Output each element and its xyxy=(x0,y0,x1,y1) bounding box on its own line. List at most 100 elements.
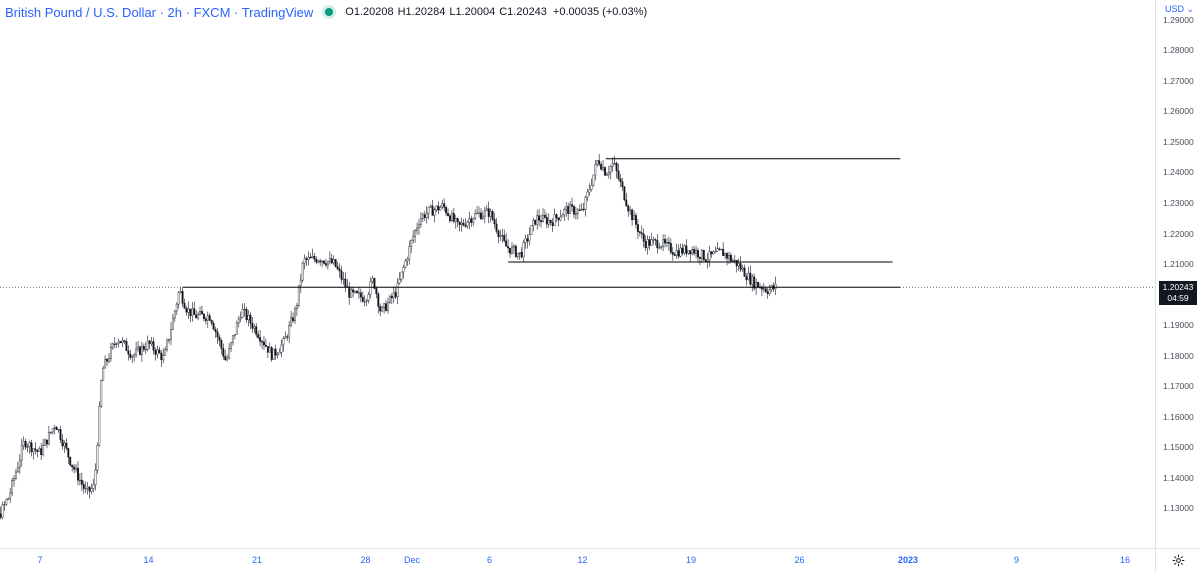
candle-body xyxy=(294,308,296,322)
candle-body xyxy=(439,207,442,211)
price-tick: 1.13000 xyxy=(1163,503,1194,514)
candle-body xyxy=(84,488,87,490)
candle-body xyxy=(613,163,616,165)
candle-body xyxy=(181,291,184,304)
candle-body xyxy=(567,206,570,214)
price-tick: 1.17000 xyxy=(1163,381,1194,392)
candle-body xyxy=(615,163,618,172)
candle-body xyxy=(323,260,325,264)
candle-body xyxy=(462,222,465,226)
candle-body xyxy=(697,250,699,258)
candle-body xyxy=(381,307,384,312)
price-tick: 1.22000 xyxy=(1163,228,1194,239)
symbol-title[interactable]: British Pound / U.S. Dollar · 2h · FXCM … xyxy=(5,4,314,20)
candle-body xyxy=(642,233,645,242)
currency-selector[interactable]: USD ⌄ xyxy=(1165,4,1195,14)
candle-body xyxy=(241,309,244,318)
candle-body xyxy=(693,249,696,254)
candle-body xyxy=(600,164,603,170)
candle-body xyxy=(146,340,149,350)
candle-body xyxy=(704,259,707,262)
candle-body xyxy=(402,267,405,273)
candle-body xyxy=(646,239,649,249)
candle-body xyxy=(487,208,490,217)
candle-body xyxy=(44,439,46,446)
candle-body xyxy=(495,223,498,232)
candle-body xyxy=(667,242,670,244)
candle-body xyxy=(148,340,151,344)
candle-body xyxy=(396,282,399,298)
candle-body xyxy=(20,445,23,461)
candle-body xyxy=(46,439,48,445)
candle-body xyxy=(745,276,748,280)
candle-body xyxy=(299,279,302,286)
candle-body xyxy=(140,346,143,355)
candle-body xyxy=(530,225,533,235)
candle-body xyxy=(542,214,544,223)
candle-body xyxy=(139,346,141,355)
candle-body xyxy=(660,246,663,248)
candle-body xyxy=(555,214,558,218)
bar-countdown: 04:59 xyxy=(1167,293,1189,304)
chart-legend: British Pound / U.S. Dollar · 2h · FXCM … xyxy=(5,3,648,21)
candle-body xyxy=(1,504,4,518)
candle-body xyxy=(13,478,15,481)
candle-body xyxy=(278,351,281,355)
candle-body xyxy=(123,340,126,342)
candle-body xyxy=(71,464,74,468)
candle-body xyxy=(726,253,728,259)
candle-body xyxy=(454,218,457,222)
candle-body xyxy=(491,211,494,220)
candle-body xyxy=(574,213,577,215)
candle-body xyxy=(764,288,767,292)
candlestick-chart[interactable] xyxy=(0,0,1155,548)
candle-body xyxy=(255,326,258,335)
candle-body xyxy=(28,442,31,447)
candle-body xyxy=(357,292,360,294)
candle-body xyxy=(365,300,368,302)
candle-body xyxy=(700,250,703,259)
candle-body xyxy=(664,239,666,244)
candle-body xyxy=(170,329,172,340)
candle-body xyxy=(540,220,542,223)
candle-body xyxy=(276,353,279,356)
price-tick: 1.23000 xyxy=(1163,198,1194,209)
candle-body xyxy=(480,212,482,220)
chart-pane[interactable]: British Pound / U.S. Dollar · 2h · FXCM … xyxy=(0,0,1155,548)
candle-body xyxy=(481,215,484,220)
candle-body xyxy=(549,220,552,223)
candle-body xyxy=(702,250,705,260)
price-axis[interactable]: USD ⌄ 1.29000 1.28000 1.27000 1.26000 1.2500… xyxy=(1155,0,1200,548)
candle-body xyxy=(662,239,665,247)
price-tick: 1.24000 xyxy=(1163,167,1194,178)
candle-body xyxy=(325,263,327,266)
candle-body xyxy=(67,448,70,458)
candle-body xyxy=(166,340,169,350)
candle-body xyxy=(456,218,459,223)
candle-body xyxy=(338,268,341,272)
time-tick: 9 xyxy=(1013,555,1020,565)
candle-body xyxy=(359,292,362,298)
gear-icon xyxy=(1172,554,1185,567)
candle-body xyxy=(311,256,314,258)
candle-body xyxy=(476,212,479,215)
candle-body xyxy=(404,260,407,268)
ohlc-high: H1.20284 xyxy=(397,6,446,18)
candle-body xyxy=(92,484,95,489)
candle-body xyxy=(468,218,471,223)
candle-body xyxy=(652,239,655,241)
candle-body xyxy=(319,260,322,263)
candle-body xyxy=(507,246,510,249)
candle-body xyxy=(449,215,451,221)
candle-body xyxy=(150,341,153,344)
time-axis[interactable]: 7 14 21 28 Dec 6 12 19 26 2023 9 16 xyxy=(0,548,1155,572)
candle-body xyxy=(243,308,246,311)
candle-body xyxy=(268,347,271,353)
candle-body xyxy=(571,204,573,207)
candle-body xyxy=(195,314,198,319)
candle-body xyxy=(208,315,211,321)
chart-settings-button[interactable] xyxy=(1155,548,1200,572)
time-tick: 7 xyxy=(37,555,43,565)
time-tick: 28 xyxy=(360,555,371,565)
candle-body xyxy=(216,331,219,338)
